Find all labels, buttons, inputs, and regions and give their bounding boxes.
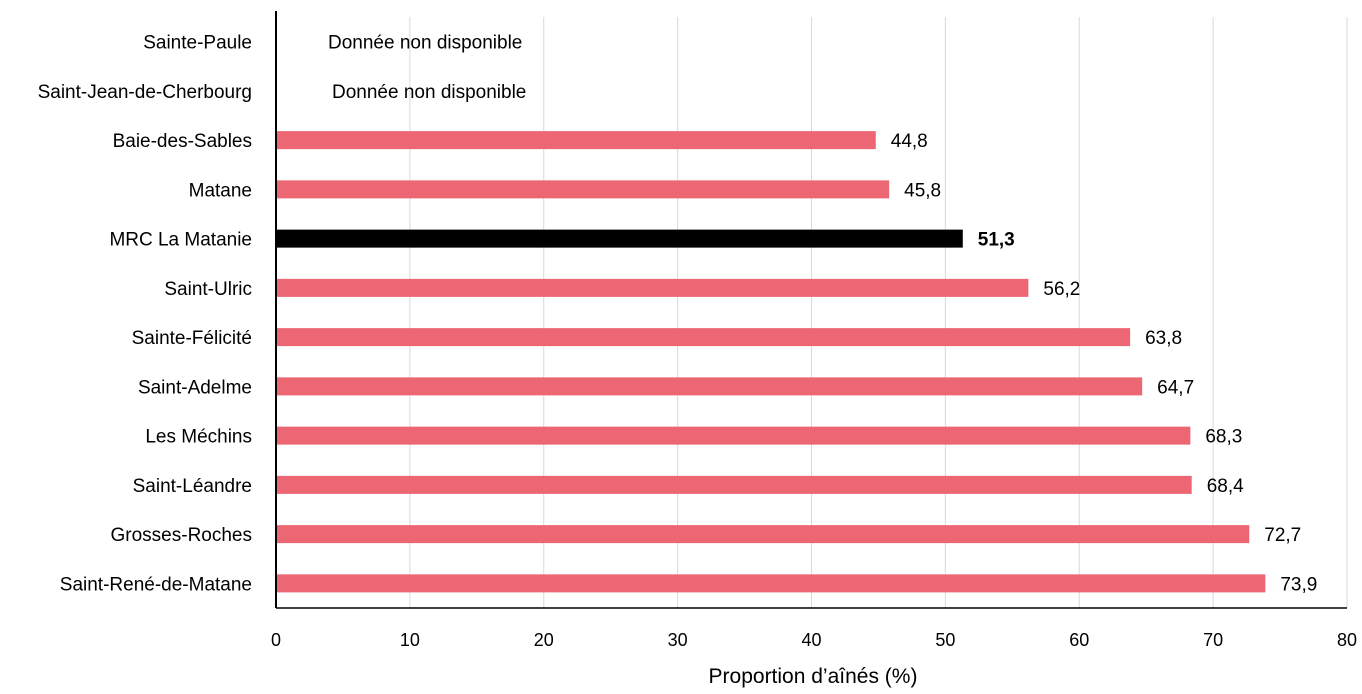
bar-highlight	[276, 229, 963, 248]
bar	[276, 475, 1192, 494]
x-tick-label: 80	[1337, 630, 1357, 650]
bar	[276, 377, 1143, 396]
data-label: 68,4	[1207, 476, 1244, 497]
data-label: 44,8	[891, 131, 928, 152]
category-label: MRC La Matanie	[109, 230, 252, 251]
axes	[275, 11, 1347, 609]
category-label: Sainte-Félicité	[132, 328, 252, 349]
data-label: 45,8	[904, 180, 941, 201]
bar	[276, 328, 1131, 347]
category-label: Matane	[189, 180, 252, 201]
category-label: Saint-Adelme	[138, 377, 252, 398]
x-axis-title: Proportion d’aînés (%)	[709, 665, 918, 688]
bar	[276, 426, 1191, 445]
category-label: Les Méchins	[145, 427, 252, 448]
x-tick-label: 10	[400, 630, 420, 650]
no-data-label: Donnée non disponible	[332, 82, 526, 103]
data-label: 64,7	[1157, 377, 1194, 398]
category-label: Saint-Jean-de-Cherbourg	[38, 82, 252, 103]
bar	[276, 131, 876, 150]
x-tick-label: 40	[801, 630, 821, 650]
x-tick-label: 70	[1203, 630, 1223, 650]
data-label: 51,3	[978, 230, 1015, 251]
data-label: 63,8	[1145, 328, 1182, 349]
x-tick-label: 50	[935, 630, 955, 650]
data-label: 68,3	[1205, 427, 1242, 448]
bar	[276, 574, 1266, 593]
bars	[276, 131, 1266, 593]
labels: 0 10 20 30 40 50 60 70 80 Sainte-Paule Donnée non …	[38, 33, 1357, 650]
gridlines	[409, 17, 1348, 608]
category-label: Saint-René-de-Matane	[60, 574, 252, 595]
category-label: Saint-Ulric	[164, 279, 252, 300]
bar	[276, 278, 1029, 297]
category-label: Grosses-Roches	[111, 525, 253, 546]
x-tick-label: 20	[534, 630, 554, 650]
data-label: 56,2	[1043, 279, 1080, 300]
data-label: 73,9	[1280, 574, 1317, 595]
category-label: Baie-des-Sables	[113, 131, 252, 152]
x-tick-label: 30	[668, 630, 688, 650]
data-label: 72,7	[1264, 525, 1301, 546]
bar	[276, 525, 1250, 544]
category-label: Sainte-Paule	[143, 33, 252, 54]
no-data-label: Donnée non disponible	[328, 33, 522, 54]
x-tick-label: 60	[1069, 630, 1089, 650]
bar	[276, 180, 890, 199]
category-label: Saint-Léandre	[133, 476, 252, 497]
x-tick-label: 0	[271, 630, 281, 650]
